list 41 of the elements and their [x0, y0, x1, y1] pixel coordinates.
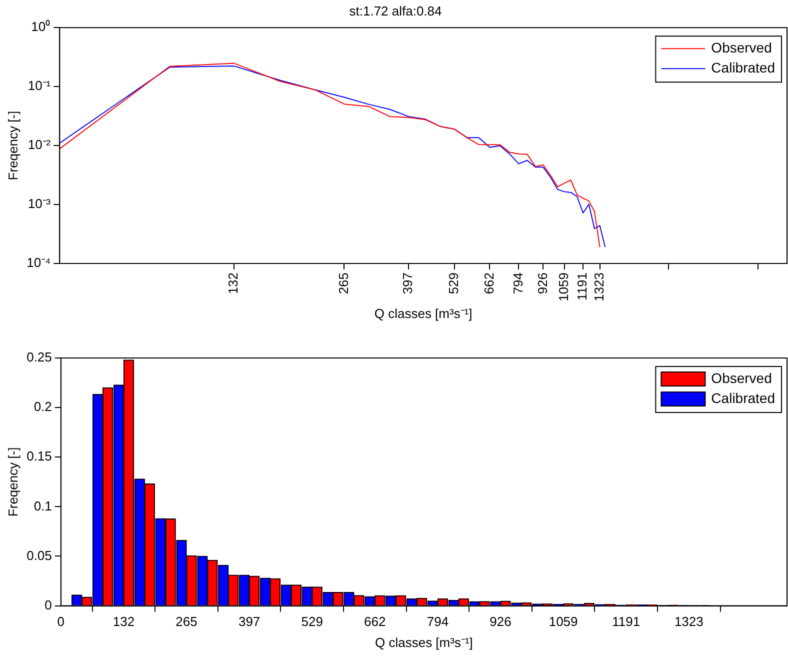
y-tick-label: 0.05	[26, 548, 52, 563]
legend-label: Observed	[711, 370, 772, 386]
y-tick-label: 0.15	[26, 448, 52, 464]
legend-label: Calibrated	[711, 390, 776, 406]
x-tick-label: 794	[510, 272, 526, 294]
x-tick-label: 1059	[556, 272, 571, 302]
y-tick-label: 0	[44, 597, 52, 612]
x-tick-label: 662	[481, 272, 496, 294]
y-tick-label: 0.25	[26, 350, 52, 365]
x-axis-title: Q classes [m³s⁻¹]	[374, 306, 472, 321]
x-tick-label: 265	[336, 272, 351, 294]
x-tick-label: 1191	[612, 614, 640, 630]
legend-label: Observed	[711, 39, 772, 56]
x-tick-label: 132	[226, 272, 241, 294]
x-tick-label: 1059	[548, 614, 578, 630]
x-tick-label: 265	[176, 614, 198, 630]
y-tick-label: 0.2	[34, 399, 52, 414]
y-tick-label: 10⁰	[31, 19, 51, 34]
chart-title: st:1.72 alfa:0.84	[349, 3, 442, 18]
x-tick-label: 132	[112, 614, 135, 630]
y-tick-label: 10⁻³	[28, 196, 52, 212]
x-axis-title: Q classes [m³s⁻¹]	[375, 634, 473, 650]
x-tick-label: 397	[400, 272, 416, 294]
x-tick-label: 397	[238, 614, 260, 630]
x-tick-label: 1323	[674, 614, 704, 630]
x-tick-label: 0	[57, 614, 65, 630]
legend-label: Calibrated	[711, 59, 776, 76]
y-tick-label: 10⁻⁴	[26, 255, 51, 270]
x-tick-label: 926	[490, 614, 512, 630]
x-tick-label: 1191	[574, 272, 590, 300]
x-tick-label: 1323	[591, 272, 606, 302]
x-tick-label: 926	[534, 272, 550, 294]
y-axis-title: Freqency [-]	[5, 447, 20, 517]
y-tick-label: 10⁻¹	[28, 78, 52, 94]
x-tick-label: 529	[446, 272, 461, 294]
y-tick-label: 0.1	[34, 498, 52, 514]
y-tick-label: 10⁻²	[28, 137, 52, 152]
x-tick-label: 794	[426, 614, 449, 630]
y-axis-title: Freqency [-]	[5, 110, 20, 180]
x-tick-label: 529	[301, 614, 323, 630]
x-tick-label: 662	[364, 614, 386, 630]
